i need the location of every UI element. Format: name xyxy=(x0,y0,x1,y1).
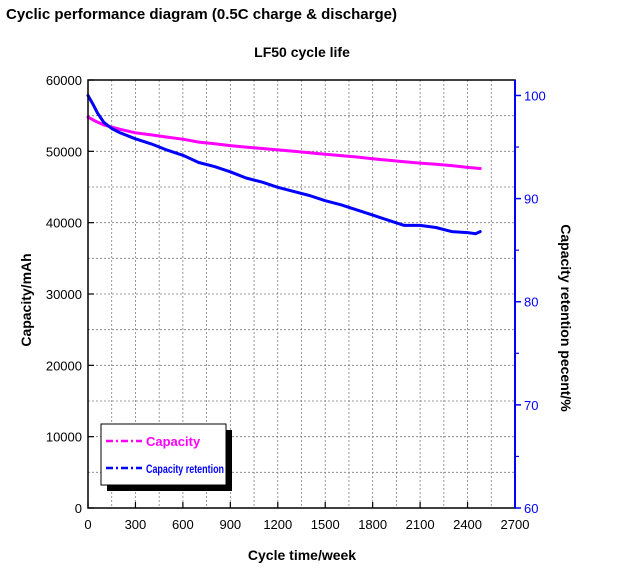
y-tick-label: 40000 xyxy=(46,216,82,231)
x-tick-label: 2700 xyxy=(501,517,530,532)
page-heading: Cyclic performance diagram (0.5C charge … xyxy=(6,6,397,23)
x-axis-label: Cycle time/week xyxy=(248,547,356,563)
x-tick-label: 1800 xyxy=(358,517,387,532)
y2-tick-label: 70 xyxy=(524,398,538,413)
x-tick-label: 2400 xyxy=(453,517,482,532)
legend: Capacity Capacity retention xyxy=(100,423,232,491)
x-tick-label: 900 xyxy=(219,517,241,532)
y2-tick-label: 60 xyxy=(524,501,538,516)
y-tick-label: 60000 xyxy=(46,73,82,88)
x-tick-label: 0 xyxy=(84,517,91,532)
x-tick-label: 600 xyxy=(172,517,194,532)
y-tick-label: 0 xyxy=(75,501,82,516)
y-axis-label: Capacity/mAh xyxy=(18,253,34,346)
series-layer xyxy=(86,94,482,236)
x-tick-label: 300 xyxy=(125,517,147,532)
x-tick-label: 1500 xyxy=(311,517,340,532)
y2-tick-label: 90 xyxy=(524,192,538,207)
y-tick-label: 30000 xyxy=(46,287,82,302)
legend-label-capacity: Capacity xyxy=(146,434,201,449)
series-line-capacity-retention xyxy=(86,94,482,236)
y2-axis-label: Capacity retention pecent/% xyxy=(558,224,574,412)
y-tick-label: 50000 xyxy=(46,144,82,159)
y2-tick-label: 100 xyxy=(524,88,546,103)
y2-tick-label: 80 xyxy=(524,295,538,310)
axes: 0 300 600 900 1200 1500 1800 2100 2400 2700 0 10000… xyxy=(46,73,546,532)
y-tick-label: 20000 xyxy=(46,358,82,373)
series-line-capacity xyxy=(86,115,482,170)
legend-label-capacity-retention: Capacity retention xyxy=(146,462,224,476)
chart-title: LF50 cycle life xyxy=(254,44,350,60)
x-tick-label: 1200 xyxy=(263,517,292,532)
x-tick-label: 2100 xyxy=(406,517,435,532)
legend-box xyxy=(100,423,227,486)
y-tick-label: 10000 xyxy=(46,430,82,445)
